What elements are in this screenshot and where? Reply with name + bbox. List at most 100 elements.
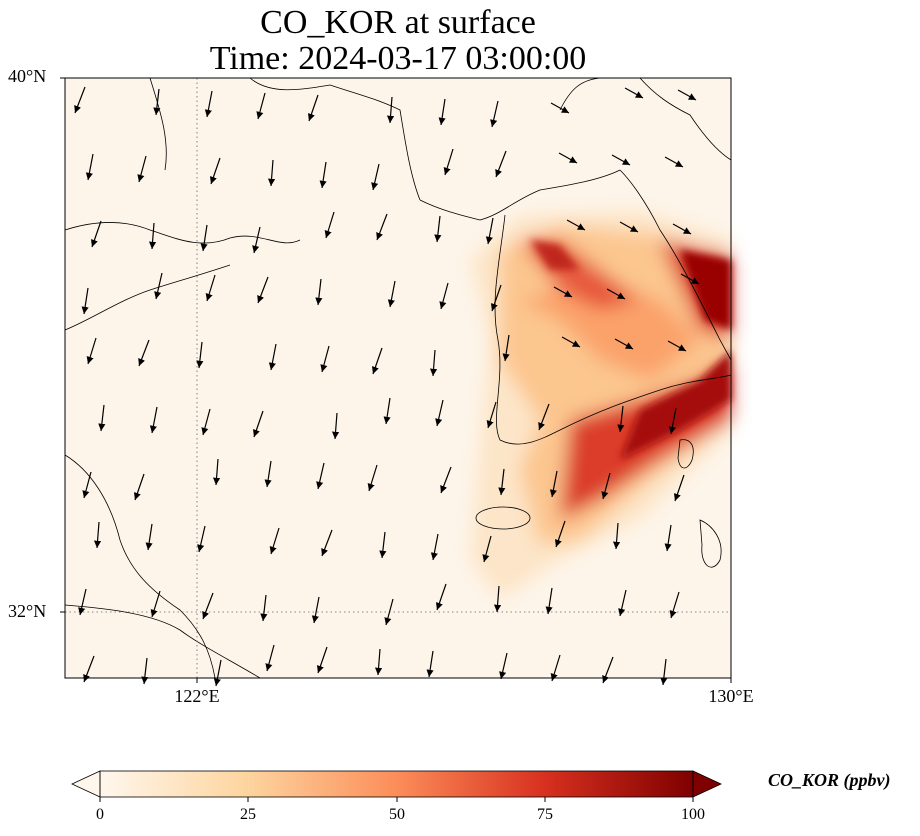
wind-arrow [321, 529, 333, 557]
wind-arrow [611, 154, 631, 166]
map-time: Time: 2024-03-17 03:00:00 [209, 40, 587, 77]
wind-arrow [664, 156, 684, 168]
wind-arrow [386, 96, 395, 124]
wind-arrow [82, 471, 92, 499]
colorbar-tick-0: 0 [96, 806, 104, 823]
wind-arrow [74, 86, 86, 114]
wind-arrow [493, 585, 502, 613]
wind-arrow [260, 594, 268, 622]
wind-arrow [438, 98, 446, 126]
wind-arrow [367, 464, 378, 492]
wind-arrow [430, 533, 439, 561]
wind-arrow [85, 153, 94, 181]
wind-arrow [316, 462, 325, 490]
wind-arrow [213, 659, 222, 687]
colorbar-tick-75: 75 [537, 806, 553, 823]
wind-arrow [435, 583, 447, 611]
colorbar-tick-100: 100 [681, 806, 705, 823]
colorbar-tick-50: 50 [389, 806, 405, 823]
wind-arrow [319, 161, 327, 189]
wind-arrow [149, 406, 158, 434]
wind-arrow [320, 345, 330, 373]
wind-vectors [74, 86, 700, 687]
wind-arrow [257, 276, 269, 304]
wind-arrow [205, 274, 216, 302]
wind-arrow [197, 525, 206, 553]
wind-arrow [664, 524, 672, 552]
wind-arrow [439, 282, 449, 310]
map-frame [64, 77, 732, 679]
wind-arrow [267, 159, 276, 187]
wind-arrow [252, 410, 264, 438]
wind-arrow [673, 474, 685, 502]
wind-arrow [202, 592, 214, 620]
wind-arrow [150, 590, 161, 618]
wind-arrow [268, 343, 277, 371]
axis-ticks [60, 77, 732, 683]
wind-arrow [550, 102, 570, 114]
wind-arrow [383, 397, 391, 425]
wind-arrow [153, 88, 161, 116]
wind-arrow [499, 652, 508, 680]
wind-arrow [269, 527, 280, 555]
wind-arrow [617, 405, 625, 433]
wind-arrow [384, 598, 394, 626]
wind-arrow [602, 656, 614, 684]
wind-arrow [316, 646, 328, 674]
wind-arrow [265, 644, 275, 672]
wind-arrow [331, 412, 340, 440]
map-title: CO_KOR at surface [260, 4, 536, 41]
wind-arrow [78, 588, 87, 616]
wind-arrow [376, 213, 388, 241]
wind-arrow [371, 347, 383, 375]
wind-arrow [371, 163, 380, 191]
wind-arrow [554, 520, 566, 548]
wind-arrow [538, 403, 550, 431]
wind-arrow [495, 150, 507, 178]
wind-arrow [614, 338, 634, 350]
wind-arrow [668, 407, 677, 435]
wind-arrow [387, 280, 396, 308]
wind-arrow [601, 472, 611, 500]
wind-arrow [502, 334, 510, 362]
wind-arrow [154, 272, 163, 300]
wind-arrow [311, 596, 320, 624]
colorbar-tick-25: 25 [240, 806, 256, 823]
wind-arrow [435, 399, 444, 427]
wind-arrow [566, 219, 586, 231]
wind-arrow [498, 468, 506, 496]
coastlines [64, 77, 732, 679]
wind-arrow [677, 89, 697, 101]
wind-arrow [201, 408, 211, 436]
wind-arrow [443, 148, 454, 176]
wind-arrow [86, 337, 97, 365]
wind-arrow [212, 458, 221, 486]
wind-arrow [200, 224, 208, 252]
wind-arrow [429, 349, 438, 377]
colorbar-label: CO_KOR (ppbv) [768, 770, 891, 790]
wind-arrow [148, 222, 157, 250]
lon-label-130e: 130°E [708, 686, 754, 706]
wind-arrow [138, 339, 150, 367]
wind-arrow [490, 284, 502, 312]
co-peak-field [530, 240, 731, 460]
wind-arrow [549, 470, 558, 498]
wind-arrow [672, 223, 692, 235]
wind-arrow [98, 404, 106, 432]
wind-arrow [145, 523, 153, 551]
wind-arrow [379, 531, 387, 559]
wind-arrow [612, 522, 621, 550]
wind-arrow [486, 401, 497, 429]
wind-arrow [264, 460, 272, 488]
wind-arrow [624, 87, 644, 99]
wind-arrow [324, 211, 335, 239]
wind-arrow [307, 94, 319, 122]
wind-arrow [256, 92, 266, 120]
wind-arrow [90, 220, 102, 248]
lon-label-122e: 122°E [174, 686, 220, 706]
wind-arrow [606, 288, 626, 300]
wind-arrow [680, 273, 700, 285]
wind-arrow [558, 152, 578, 164]
wind-arrow [141, 657, 149, 685]
